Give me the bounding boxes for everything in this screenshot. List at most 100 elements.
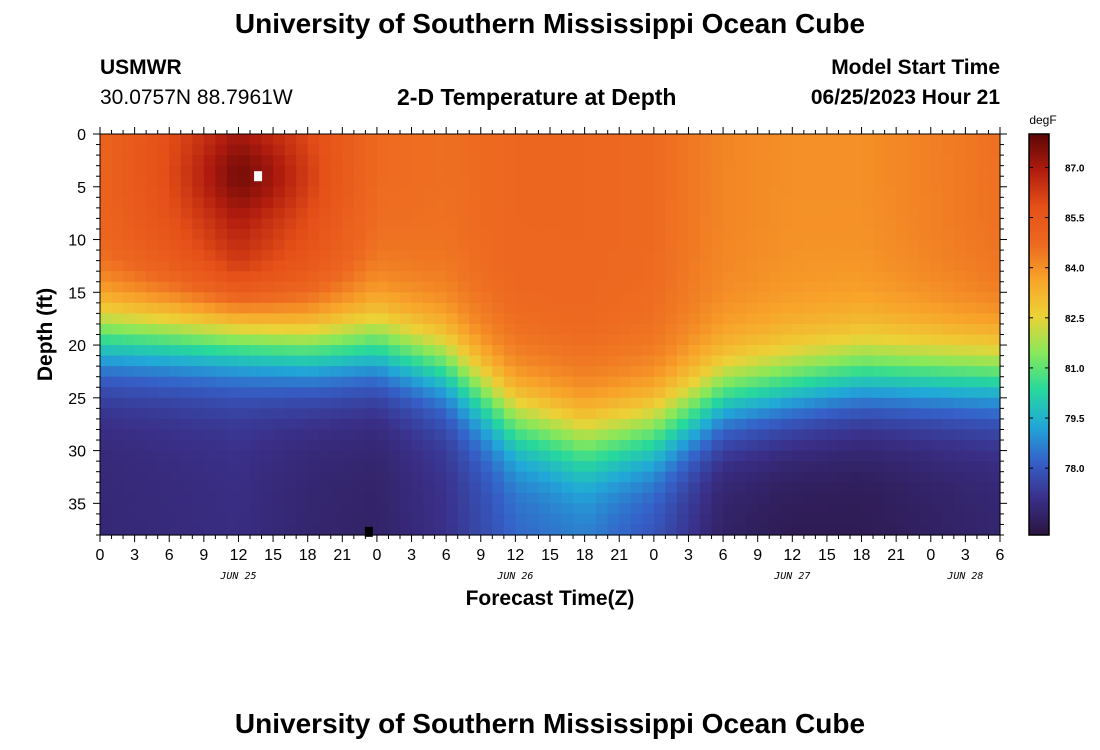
heatmap-cell — [700, 450, 713, 462]
heatmap-cell — [838, 281, 851, 293]
heatmap-cell — [400, 345, 413, 357]
heatmap-cell — [307, 250, 320, 262]
heatmap-cell — [111, 250, 124, 262]
heatmap-cell — [192, 450, 205, 462]
heatmap-cell — [146, 207, 159, 220]
heatmap-cell — [261, 387, 274, 399]
heatmap-cell — [700, 281, 713, 293]
heatmap-cell — [307, 323, 320, 336]
heatmap-cell — [723, 239, 736, 251]
heatmap-cell — [780, 207, 793, 220]
heatmap-cell — [896, 345, 909, 357]
heatmap-cell — [676, 207, 690, 220]
heatmap-cell — [146, 155, 159, 167]
heatmap-cell — [492, 260, 505, 272]
heatmap-cell — [607, 250, 620, 262]
page-title: University of Southern Mississippi Ocean… — [234, 8, 866, 39]
heatmap-cell — [884, 366, 897, 378]
heatmap-cell — [123, 207, 136, 220]
heatmap-cell — [688, 461, 701, 473]
heatmap-cell — [596, 471, 609, 483]
heatmap-cell — [215, 513, 228, 526]
heatmap-cell — [815, 292, 828, 304]
heatmap-cell — [261, 144, 274, 156]
heatmap-cell — [746, 281, 759, 293]
heatmap-cell — [469, 218, 482, 230]
heatmap-cell — [296, 250, 309, 262]
heatmap-cell — [261, 355, 274, 367]
heatmap-cell — [376, 440, 390, 452]
heatmap-cell — [896, 387, 909, 399]
heatmap-cell — [884, 176, 897, 188]
heatmap-cell — [492, 503, 505, 515]
heatmap-cell — [284, 482, 297, 494]
heatmap-cell — [653, 471, 666, 483]
heatmap-cell — [953, 302, 966, 314]
colorbar-tick-label: 78.0 — [1065, 464, 1085, 475]
heatmap-cell — [561, 387, 574, 399]
heatmap-cell — [134, 228, 147, 241]
heatmap-cell — [873, 345, 886, 357]
heatmap-cell — [746, 461, 759, 473]
heatmap-cell — [526, 334, 540, 346]
x-tick-label: 12 — [783, 547, 801, 564]
heatmap-cell — [561, 418, 574, 431]
heatmap-cell — [503, 334, 516, 346]
heatmap-cell — [550, 134, 563, 146]
heatmap-cell — [203, 429, 216, 441]
heatmap-cell — [573, 260, 586, 272]
heatmap-cell — [561, 250, 574, 262]
heatmap-cell — [503, 323, 516, 336]
heatmap-cell — [850, 429, 863, 441]
heatmap-cell — [815, 260, 828, 272]
heatmap-cell — [457, 408, 470, 420]
heatmap-cell — [388, 176, 401, 188]
heatmap-cell — [919, 513, 932, 526]
heatmap-cell — [296, 292, 309, 304]
heatmap-cell — [203, 482, 216, 494]
heatmap-cell — [596, 302, 609, 314]
heatmap-cell — [619, 313, 632, 325]
heatmap-cell — [538, 334, 551, 346]
heatmap-cell — [273, 313, 286, 325]
heatmap-cell — [457, 471, 470, 483]
heatmap-cell — [861, 250, 874, 262]
heatmap-cell — [411, 345, 424, 357]
heatmap-cell — [596, 281, 609, 293]
heatmap-cell — [665, 366, 678, 378]
heatmap-cell — [734, 186, 747, 198]
heatmap-cell — [769, 292, 782, 304]
heatmap-cell — [630, 155, 643, 167]
heatmap-cell — [896, 334, 909, 346]
heatmap-cell — [850, 366, 863, 378]
heatmap-cell — [307, 197, 320, 209]
heatmap-cell — [746, 207, 759, 220]
heatmap-cell — [457, 228, 470, 241]
heatmap-cell — [976, 134, 990, 146]
heatmap-cell — [676, 302, 690, 314]
heatmap-cell — [134, 292, 147, 304]
heatmap-cell — [319, 345, 332, 357]
heatmap-cell — [526, 345, 540, 357]
heatmap-cell — [653, 313, 666, 325]
heatmap-cell — [850, 355, 863, 367]
heatmap-cell — [573, 513, 586, 526]
heatmap-cell — [988, 165, 1001, 177]
heatmap-cell — [861, 408, 874, 420]
heatmap-cell — [803, 397, 816, 409]
heatmap-cell — [123, 302, 136, 314]
heatmap-cell — [273, 302, 286, 314]
heatmap-cell — [838, 429, 851, 441]
heatmap-cell — [503, 524, 516, 536]
heatmap-cell — [942, 397, 955, 409]
heatmap-cell — [584, 281, 597, 293]
heatmap-cell — [734, 207, 747, 220]
heatmap-cell — [238, 513, 251, 526]
heatmap-cell — [307, 228, 320, 241]
heatmap-cell — [100, 345, 113, 357]
heatmap-cell — [353, 260, 366, 272]
heatmap-cell — [192, 281, 205, 293]
heatmap-cell — [665, 334, 678, 346]
heatmap-cell — [619, 513, 632, 526]
heatmap-cell — [700, 292, 713, 304]
